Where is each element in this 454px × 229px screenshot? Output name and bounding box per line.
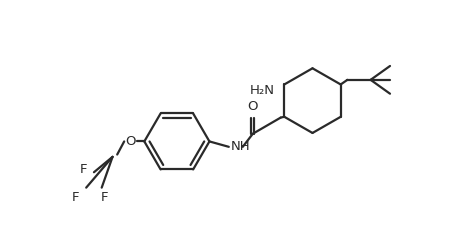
Text: O: O <box>247 100 258 113</box>
Text: F: F <box>79 164 87 176</box>
Text: H₂N: H₂N <box>250 84 275 97</box>
Text: O: O <box>125 135 136 148</box>
Text: NH: NH <box>231 140 251 153</box>
Text: F: F <box>72 191 79 204</box>
Text: F: F <box>100 191 108 204</box>
